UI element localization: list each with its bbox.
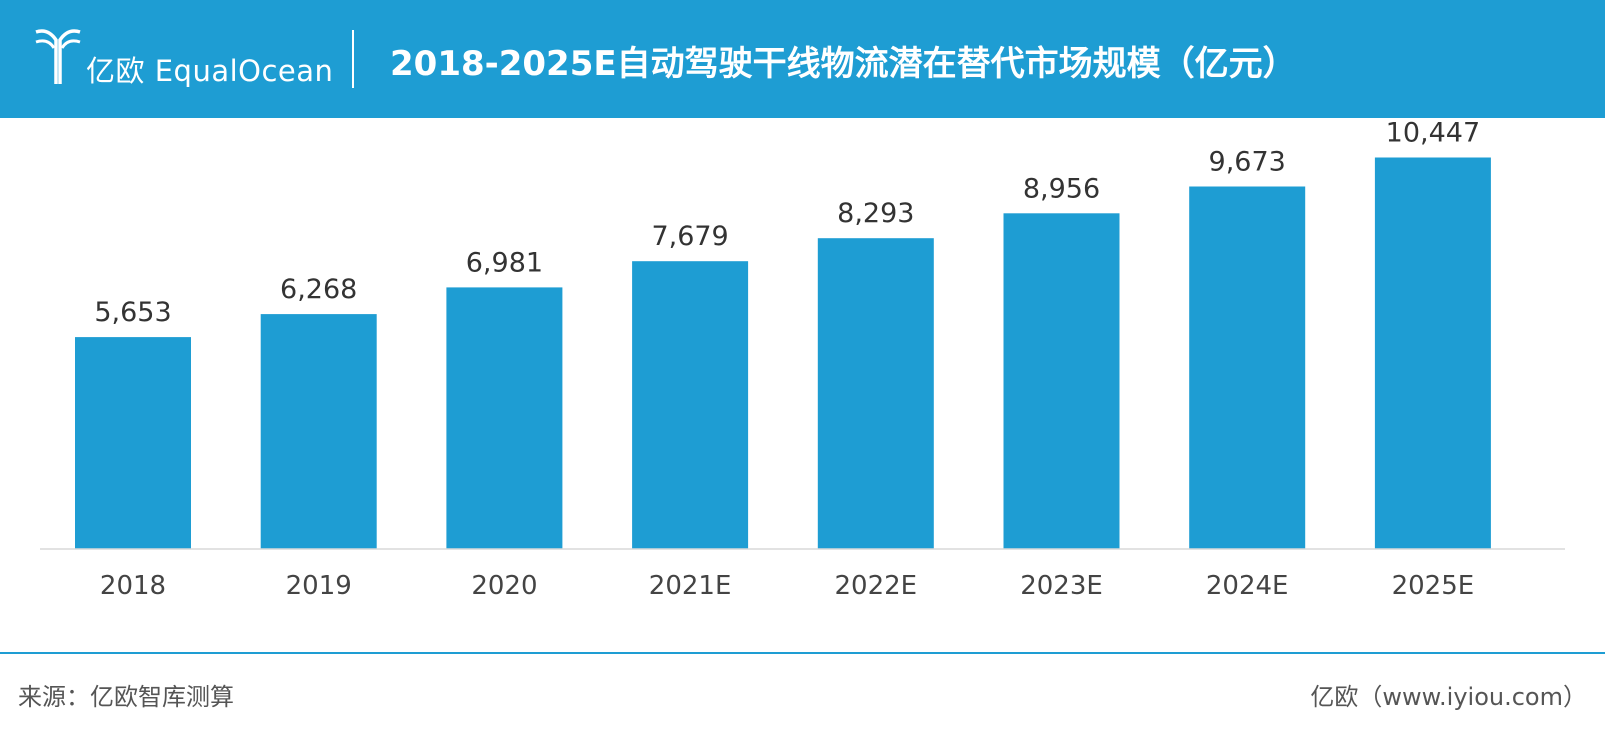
x-tick-label-2021E: 2021E xyxy=(649,571,732,601)
header-banner: 亿欧 EqualOcean 2018-2025E自动驾驶干线物流潜在替代市场规模… xyxy=(0,0,1605,118)
x-tick-label-2019: 2019 xyxy=(286,571,352,601)
bar-2021E xyxy=(632,261,749,549)
website-credit: 亿欧（www.iyiou.com） xyxy=(1310,683,1587,711)
labels-layer: 5,653 6,268 6,981 7,679 8,293 8,956 9,673 10,44… xyxy=(94,118,1480,328)
value-label-2019: 6,268 xyxy=(280,274,357,305)
x-tick-label-2024E: 2024E xyxy=(1206,571,1289,601)
x-tick-label-2025E: 2025E xyxy=(1392,571,1475,601)
value-label-2023E: 8,956 xyxy=(1023,173,1100,204)
source-note: 来源：亿欧智库测算 xyxy=(18,683,234,711)
footer-divider xyxy=(0,652,1605,654)
bar-2024E xyxy=(1189,186,1306,549)
logo-y-icon xyxy=(35,29,81,84)
header-divider xyxy=(352,30,354,88)
ticks-layer: 2018 2019 2020 2021E 2022E 2023E 2024E 2025E xyxy=(100,571,1474,601)
value-label-2020: 6,981 xyxy=(466,247,543,278)
bar-2025E xyxy=(1374,157,1491,549)
value-label-2018: 5,653 xyxy=(94,297,171,328)
bar-2018 xyxy=(75,337,191,549)
value-label-2021E: 7,679 xyxy=(651,221,728,252)
logo-text: 亿欧 EqualOcean xyxy=(86,54,334,88)
x-tick-label-2020: 2020 xyxy=(471,571,537,601)
value-label-2022E: 8,293 xyxy=(837,198,914,229)
x-tick-label-2018: 2018 xyxy=(100,571,166,601)
equalocean-logo: 亿欧 EqualOcean xyxy=(34,26,334,90)
bar-chart: 5,653 6,268 6,981 7,679 8,293 8,956 9,673 10,44… xyxy=(40,118,1565,601)
x-tick-label-2022E: 2022E xyxy=(834,571,917,601)
value-label-2024E: 9,673 xyxy=(1209,147,1286,178)
chart-title: 2018-2025E自动驾驶干线物流潜在替代市场规模（亿元） xyxy=(390,44,1297,84)
bar-2019 xyxy=(260,314,377,549)
x-tick-label-2023E: 2023E xyxy=(1020,571,1103,601)
bar-2020 xyxy=(446,287,563,549)
value-label-2025E: 10,447 xyxy=(1386,118,1480,149)
bar-2022E xyxy=(817,238,934,549)
bars-layer xyxy=(75,157,1491,550)
bar-2023E xyxy=(1003,213,1120,550)
